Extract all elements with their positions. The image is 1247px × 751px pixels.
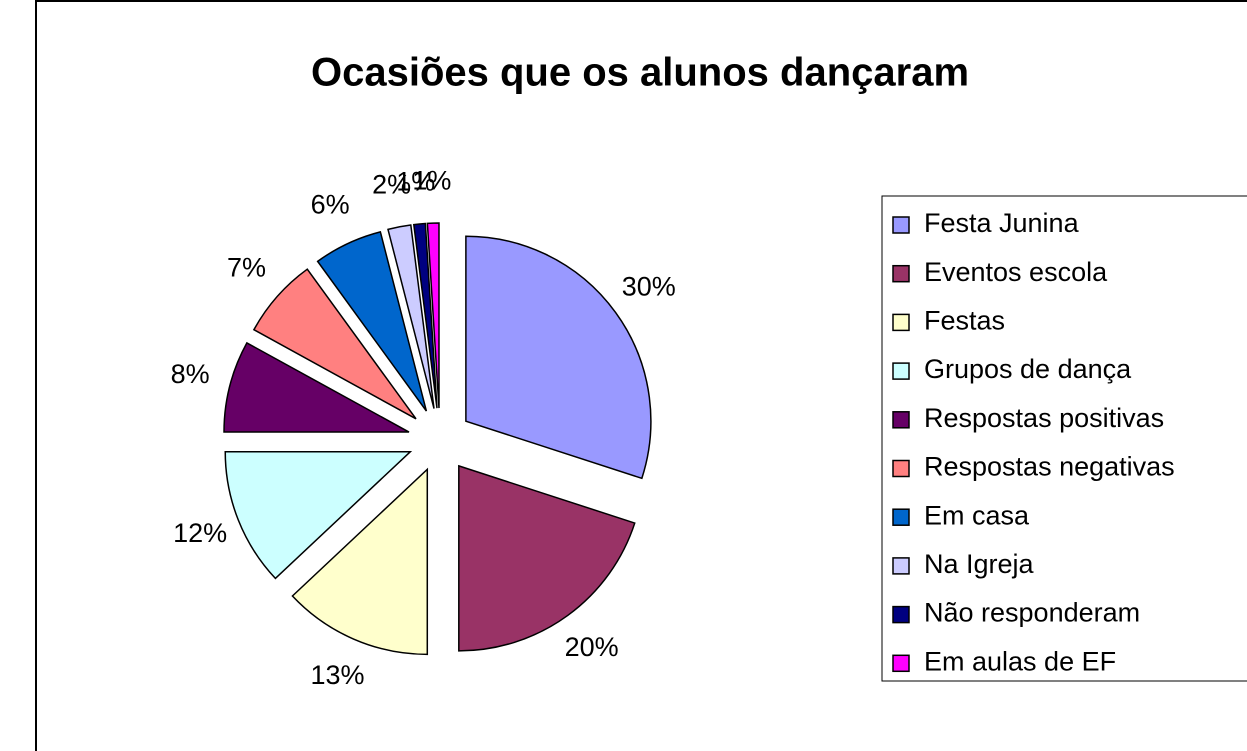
legend-swatch: [892, 411, 910, 429]
pie-slice: [387, 224, 435, 409]
data-label: 12%: [173, 518, 227, 548]
data-label: 6%: [311, 190, 350, 220]
legend-label: Respostas negativas: [924, 452, 1175, 482]
legend-label: Em aulas de EF: [924, 646, 1116, 676]
legend-label: Não responderam: [924, 598, 1140, 628]
chart-title: Ocasiões que os alunos dançaram: [311, 51, 969, 95]
pie-slice: [291, 467, 429, 656]
pie-slice: [426, 222, 440, 409]
data-label: 8%: [171, 359, 210, 389]
data-label: 20%: [565, 632, 619, 662]
legend-swatch: [892, 313, 910, 332]
data-label: 1%: [412, 165, 451, 195]
pie-slice: [316, 230, 428, 412]
pie-slice: [458, 464, 636, 652]
legend-label: Respostas positivas: [924, 403, 1164, 433]
data-label: 7%: [227, 253, 266, 283]
legend-swatch: [892, 605, 910, 624]
legend-label: Festas: [924, 306, 1005, 336]
legend-box: [881, 195, 1247, 682]
pie-slice: [252, 268, 417, 420]
pie-slice: [412, 222, 438, 409]
legend-label: Grupos de dança: [924, 354, 1132, 384]
data-label: 30%: [622, 271, 676, 301]
legend-swatch: [892, 459, 910, 478]
pie-slice: [224, 451, 413, 580]
legend-swatch: [892, 557, 910, 575]
pie-slice: [465, 235, 652, 480]
legend-swatch: [892, 264, 910, 283]
legend-swatch: [892, 508, 910, 526]
pie-slice: [223, 341, 410, 433]
data-label: 1%: [396, 166, 435, 196]
data-label: 2%: [372, 170, 411, 200]
legend-label: Em casa: [924, 500, 1030, 530]
legend-swatch: [892, 216, 910, 234]
legend-label: Eventos escola: [924, 257, 1108, 287]
legend-label: Festa Junina: [924, 208, 1080, 238]
legend-swatch: [892, 362, 910, 380]
legend-swatch: [892, 654, 910, 673]
data-label: 13%: [311, 660, 365, 690]
legend-label: Na Igreja: [924, 549, 1035, 579]
